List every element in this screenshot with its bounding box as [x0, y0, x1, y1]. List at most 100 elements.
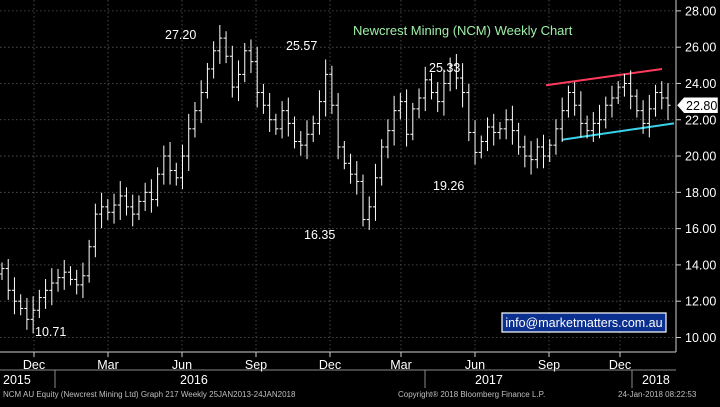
price-bar — [484, 117, 490, 152]
year-label: 2015 — [3, 373, 31, 387]
price-bar — [80, 262, 86, 298]
y-tick-label: 16.00 — [685, 222, 716, 236]
price-bar — [615, 81, 621, 104]
price-bar — [254, 46, 260, 108]
price-bar — [74, 269, 80, 295]
price-bar — [285, 97, 291, 137]
x-tick-label: Sep — [538, 358, 560, 372]
price-bar — [11, 277, 17, 315]
price-bar — [43, 278, 49, 309]
x-tick-label: Jun — [172, 358, 192, 372]
year-label: 2018 — [642, 373, 670, 387]
price-bar — [410, 102, 416, 141]
price-bar — [491, 113, 497, 146]
footer-timestamp: 24-Jan-2018 08:22:53 — [618, 390, 697, 399]
price-bar — [584, 115, 590, 139]
y-tick-label: 24.00 — [685, 77, 716, 91]
price-bar — [192, 102, 198, 138]
watermark-text: info@marketmatters.com.au — [505, 316, 662, 330]
price-bar — [248, 39, 254, 74]
price-annotation: 10.71 — [35, 325, 66, 339]
price-bar — [547, 139, 553, 163]
price-bar — [323, 59, 329, 117]
price-bar — [590, 112, 596, 142]
y-tick-label: 22.00 — [685, 113, 716, 127]
price-bar — [61, 259, 67, 290]
price-bar — [92, 203, 98, 258]
price-bar — [372, 163, 378, 221]
price-bar — [578, 91, 584, 138]
y-tick-label: 18.00 — [685, 186, 716, 200]
price-bar — [659, 81, 665, 110]
price-annotation: 19.26 — [433, 179, 464, 193]
price-bar — [186, 113, 192, 171]
price-bar — [260, 83, 266, 114]
price-bar — [640, 100, 646, 134]
price-bar — [5, 258, 11, 300]
price-bar — [173, 162, 179, 186]
price-bar — [204, 62, 210, 99]
price-bar — [310, 115, 316, 143]
price-bar — [516, 122, 522, 155]
price-bar — [223, 31, 229, 64]
price-bar — [298, 131, 304, 156]
price-bar — [460, 63, 466, 108]
y-tick-label: 26.00 — [685, 41, 716, 55]
price-bar — [217, 24, 223, 64]
y-tick-label: 14.00 — [685, 258, 716, 272]
price-bar — [30, 296, 36, 334]
price-bar — [385, 119, 391, 159]
price-bar — [167, 142, 173, 185]
price-bar — [559, 97, 565, 142]
last-price-label: 22.80 — [686, 99, 717, 113]
price-bar — [472, 120, 478, 165]
price-bar — [497, 121, 503, 140]
price-bar — [279, 101, 285, 139]
last-price-marker: 22.80 — [676, 96, 719, 114]
price-bar — [123, 187, 129, 216]
price-bar — [49, 268, 55, 306]
price-bar — [391, 95, 397, 146]
price-bar — [597, 104, 603, 139]
x-tick-label: Mar — [97, 358, 119, 372]
price-bar — [509, 105, 515, 145]
y-tick-label: 10.00 — [685, 331, 716, 345]
price-bar — [211, 41, 217, 79]
price-annotation: 27.20 — [165, 28, 196, 42]
price-bar — [534, 138, 540, 169]
price-bar — [67, 266, 73, 286]
price-bar — [99, 192, 105, 229]
price-bar — [161, 145, 167, 185]
price-bar — [242, 43, 248, 83]
price-bar — [304, 120, 310, 160]
price-bar — [348, 153, 354, 184]
price-bar — [180, 144, 186, 190]
price-bar — [111, 193, 117, 224]
price-bar — [341, 140, 347, 170]
price-annotation: 25.57 — [286, 39, 317, 53]
price-bar — [292, 116, 298, 149]
price-bar — [316, 90, 322, 135]
price-bar — [148, 179, 154, 213]
x-tick-label: Dec — [609, 358, 631, 372]
price-bar — [18, 294, 24, 316]
price-bar — [653, 84, 659, 117]
price-bar — [267, 93, 273, 132]
year-label: 2017 — [475, 373, 503, 387]
price-bar — [329, 65, 335, 114]
price-bar — [478, 135, 484, 159]
chart-footer: NCM AU Equity (Newcrest Mining Ltd) Grap… — [0, 388, 720, 402]
price-bar — [142, 182, 148, 211]
price-bar — [609, 85, 615, 118]
price-bar — [416, 88, 422, 119]
x-tick-label: Mar — [390, 358, 412, 372]
x-tick-label: Sep — [245, 358, 267, 372]
price-bar — [447, 57, 453, 92]
x-tick-label: Dec — [23, 358, 45, 372]
price-bar — [522, 135, 528, 168]
price-bar — [36, 289, 42, 319]
price-bar — [541, 134, 547, 169]
price-bar — [379, 139, 385, 186]
price-bar — [428, 72, 434, 100]
